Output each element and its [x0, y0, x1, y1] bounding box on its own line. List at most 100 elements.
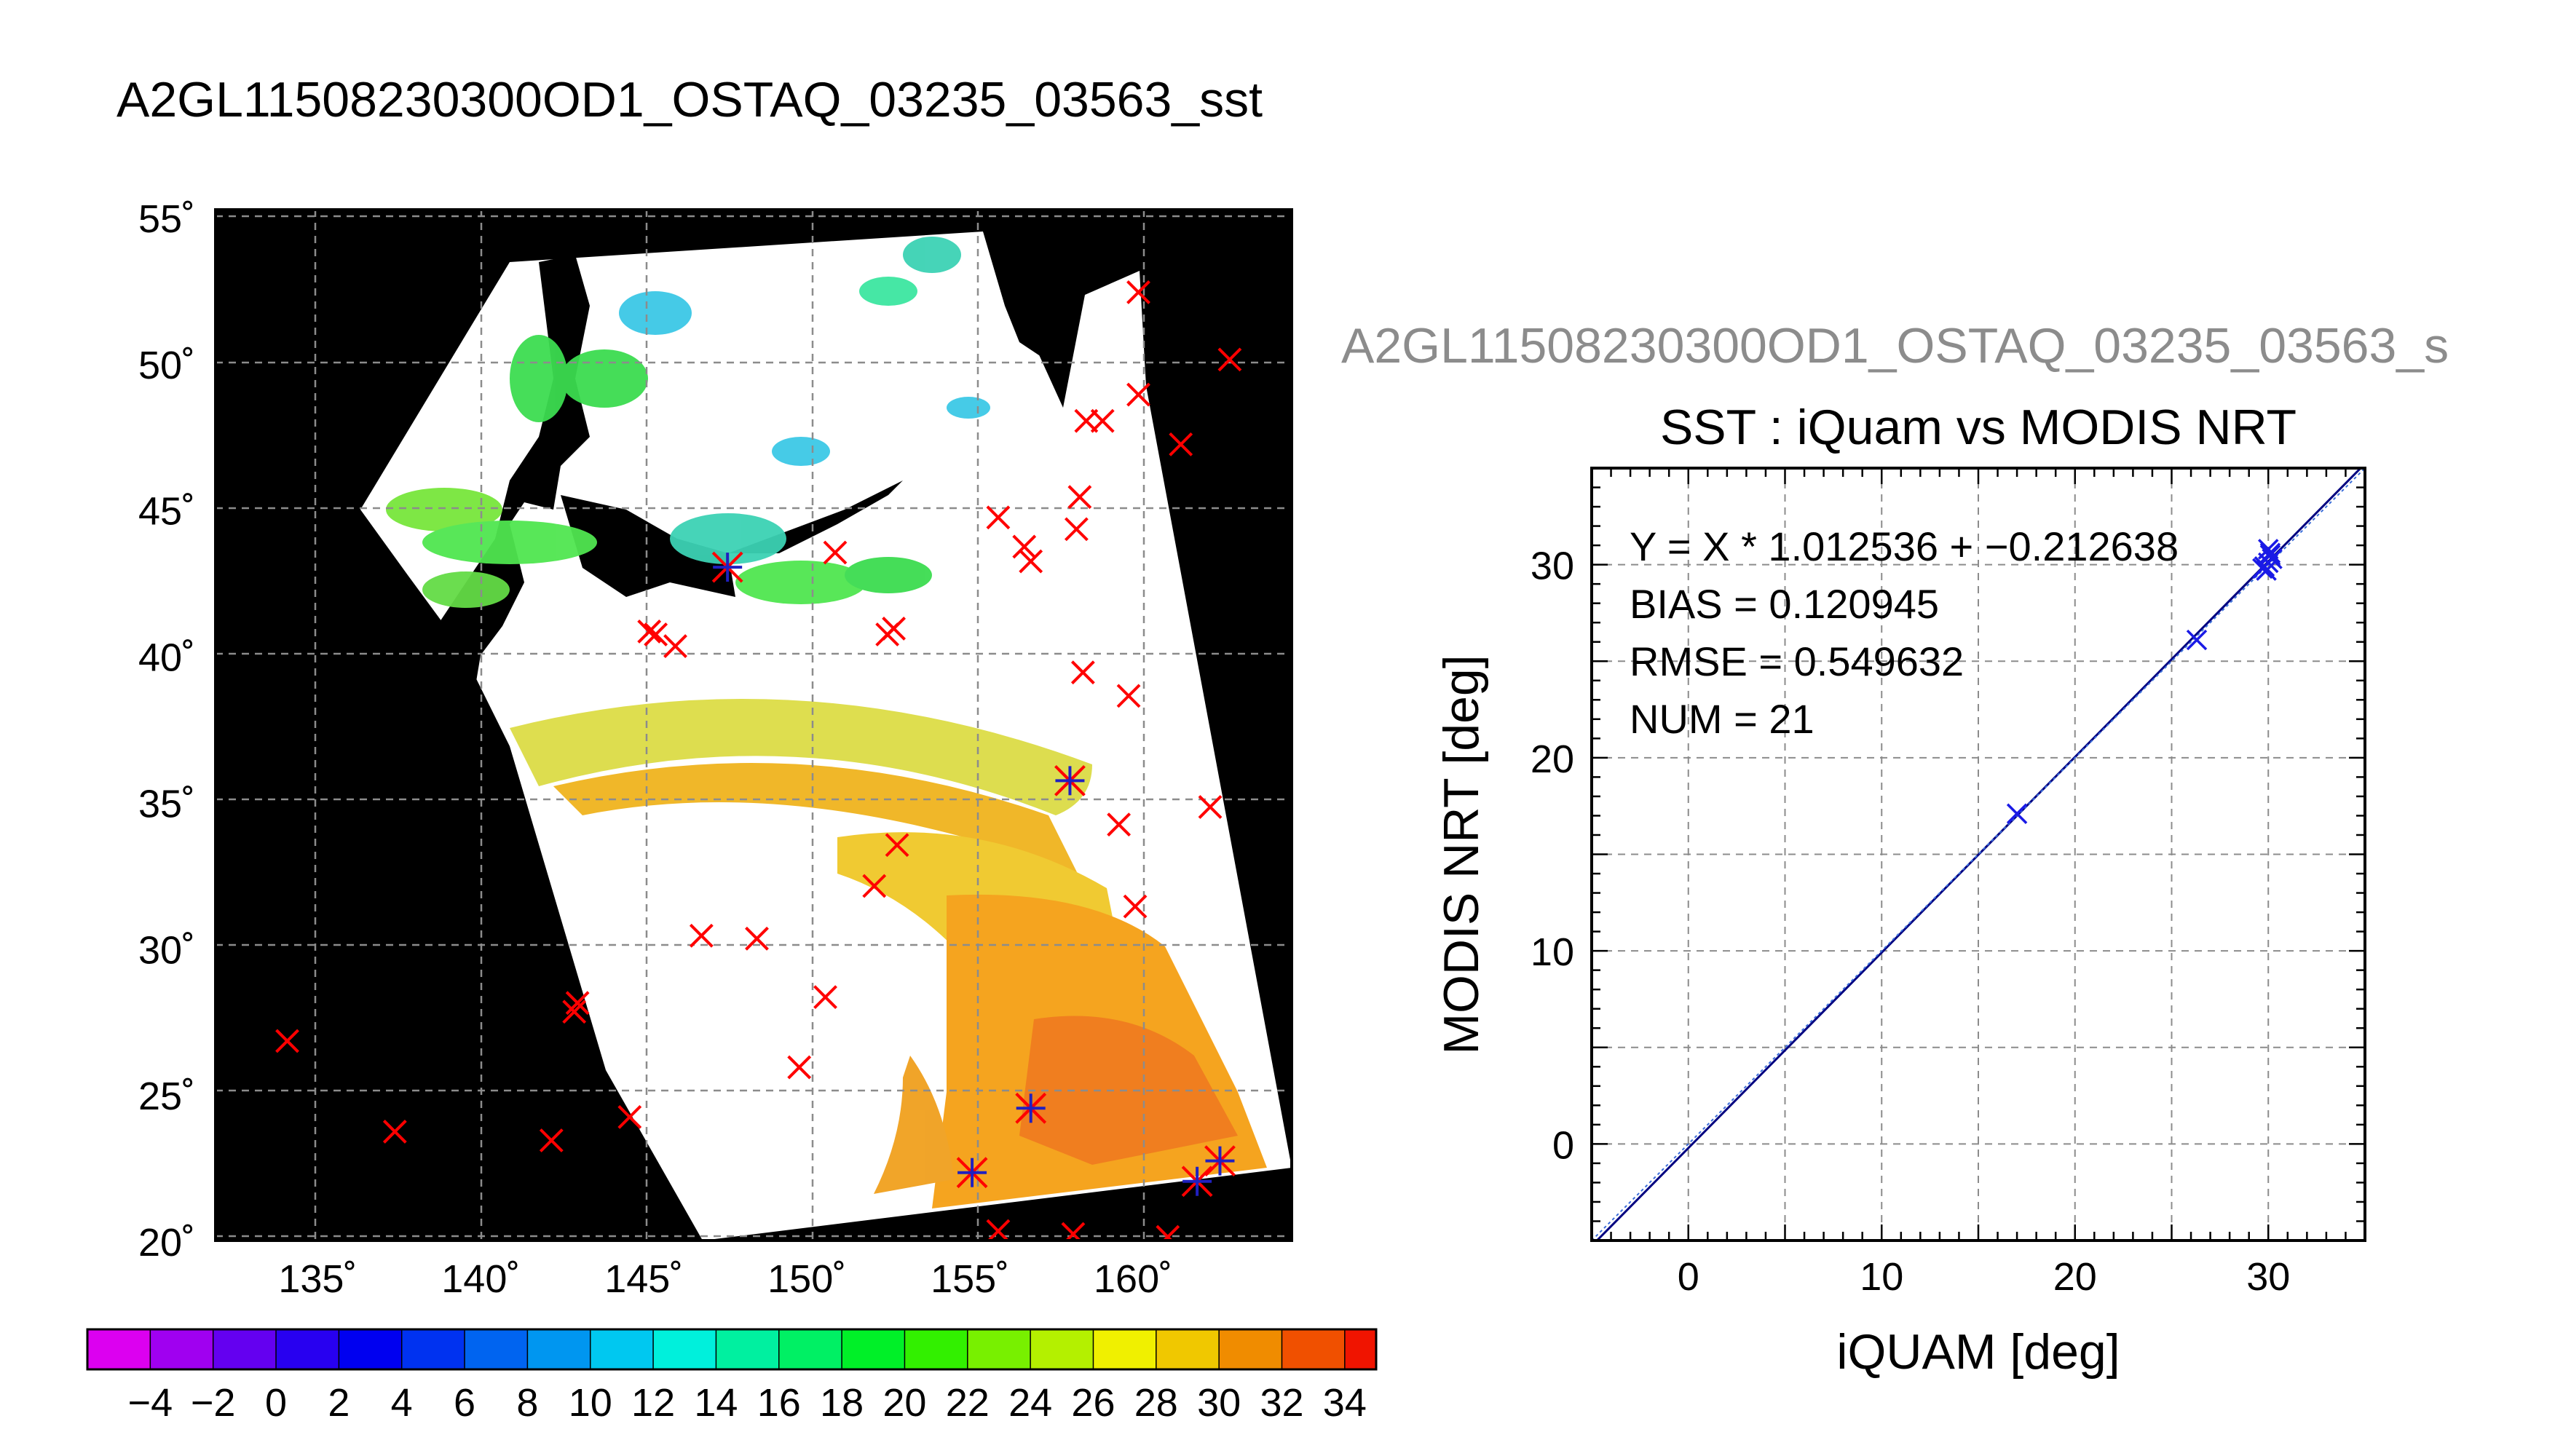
stat-line: NUM = 21 — [1630, 696, 1814, 742]
lon-tick-label: 145˚ — [604, 1257, 683, 1301]
latitude-labels: 55˚ 50˚ 45˚ 40˚ 35˚ 30˚ 25˚ 20˚ — [138, 197, 195, 1265]
scatter-point — [2259, 545, 2281, 566]
x-axis-label: iQUAM [deg] — [1836, 1324, 2120, 1380]
buoy-x-marker — [813, 985, 837, 1010]
colorbar-tick-label: 32 — [1260, 1381, 1303, 1425]
colorbar-cell — [400, 1329, 466, 1370]
regression-stats: Y = X * 1.012536 + −0.212638 BIAS = 0.120… — [1630, 523, 2179, 742]
buoy-x-marker — [1126, 280, 1150, 304]
map-frame — [214, 208, 1293, 1242]
buoy-x-marker — [1116, 684, 1141, 708]
buoy-x-marker — [787, 1055, 812, 1080]
buoy-x-marker — [637, 620, 662, 644]
matchup-asterisk-marker — [1015, 1092, 1047, 1124]
colorbar-cell — [1092, 1329, 1158, 1370]
colorbar-tick-label: 28 — [1134, 1381, 1178, 1425]
colorbar-cell — [904, 1329, 969, 1370]
matchup-asterisk-marker — [956, 1157, 988, 1189]
buoy-x-marker — [382, 1120, 407, 1144]
buoy-x-marker — [862, 874, 887, 898]
colorbar-frame — [86, 1328, 1378, 1371]
lat-tick-label: 40˚ — [138, 636, 195, 680]
lat-tick-label: 55˚ — [138, 197, 195, 241]
colorbar-cell — [841, 1329, 906, 1370]
x-tick-label: 0 — [1678, 1255, 1699, 1299]
regression-line — [1595, 468, 2363, 1241]
colorbar-tick-label: 6 — [454, 1381, 475, 1425]
buoy-x-marker — [562, 1000, 587, 1024]
colorbar-cell — [589, 1329, 655, 1370]
colorbar-cell — [212, 1329, 277, 1370]
x-tick-label: 30 — [2246, 1255, 2290, 1299]
y-tick-label: 0 — [1552, 1123, 1574, 1167]
colorbar-tick-label: 0 — [265, 1381, 287, 1425]
buoy-x-marker — [275, 1029, 299, 1053]
scatter-title: SST : iQuam vs MODIS NRT — [1660, 400, 2297, 455]
lat-tick-label: 30˚ — [138, 928, 195, 972]
colorbar-tick-label: 12 — [631, 1381, 675, 1425]
land-kamchatka — [983, 232, 1078, 357]
matchup-asterisk-marker — [1204, 1145, 1236, 1177]
y-tick-label: 10 — [1531, 930, 1574, 974]
sst-patches — [386, 237, 1267, 1208]
scatter-point — [2006, 803, 2028, 825]
buoy-x-marker — [1169, 432, 1193, 456]
identity-line — [1592, 468, 2365, 1241]
buoy-x-marker — [1061, 1222, 1086, 1241]
buoy-x-marker — [885, 833, 909, 858]
buoy-x-marker — [1156, 1224, 1180, 1241]
y-tick-label: 20 — [1531, 737, 1574, 781]
colorbar-cell — [967, 1329, 1032, 1370]
buoy-x-marker — [875, 622, 900, 646]
buoy-x-marker — [617, 1104, 642, 1129]
colorbar-cell — [338, 1329, 403, 1370]
buoy-x-marker — [986, 1219, 1011, 1241]
buoy-x-marker — [745, 926, 769, 951]
y-axis-label: MODIS NRT [deg] — [1434, 654, 1489, 1054]
lon-tick-label: 140˚ — [441, 1257, 520, 1301]
buoy-x-marker — [823, 540, 848, 565]
colorbar-tick-label: 8 — [516, 1381, 538, 1425]
stat-line: Y = X * 1.012536 + −0.212638 — [1630, 523, 2179, 569]
colorbar-cell — [87, 1329, 151, 1370]
colorbar-tick-label: 22 — [946, 1381, 990, 1425]
colorbar-tick-label: −4 — [128, 1381, 173, 1425]
lon-tick-label: 150˚ — [767, 1257, 846, 1301]
buoy-x-marker — [1019, 549, 1043, 574]
stat-line: BIAS = 0.120945 — [1630, 581, 1939, 627]
matchup-markers — [711, 551, 1236, 1198]
sst-map: 55˚ 50˚ 45˚ 40˚ 35˚ 30˚ 25˚ 20˚ 135˚ 140˚ 145˚ 150… — [138, 197, 1293, 1301]
colorbar-tick-label: 30 — [1197, 1381, 1241, 1425]
colorbar-labels: −4 −2 0 2 4 6 8 10 12 14 16 18 20 22 24 26 28 30 32 34 — [128, 1381, 1367, 1425]
scatter-ticks — [1590, 467, 2366, 1242]
colorbar-cell — [1281, 1329, 1346, 1370]
buoy-x-marker — [1123, 894, 1148, 919]
scatter-point — [2256, 560, 2277, 581]
colorbar-tick-label: 34 — [1323, 1381, 1367, 1425]
colorbar-tick-label: 20 — [882, 1381, 926, 1425]
colorbar-cell — [1156, 1329, 1220, 1370]
colorbar-cell — [652, 1329, 717, 1370]
buoy-x-marker — [1126, 382, 1150, 407]
buoy-x-marker — [986, 505, 1011, 530]
buoy-x-marker — [644, 622, 668, 646]
colorbar-cell — [778, 1329, 843, 1370]
buoy-x-marker — [1064, 517, 1089, 542]
colorbar-tick-label: −2 — [191, 1381, 236, 1425]
map-title: A2GL11508230300OD1_OSTAQ_03235_03563_sst — [117, 72, 1263, 127]
scatter-point — [2258, 552, 2279, 574]
colorbar-cell — [464, 1329, 529, 1370]
matchup-asterisk-marker — [1054, 764, 1086, 796]
lat-tick-label: 45˚ — [138, 490, 195, 534]
lat-tick-label: 25˚ — [138, 1075, 195, 1118]
colorbar-tick-label: 14 — [694, 1381, 738, 1425]
map-grid — [216, 210, 1292, 1241]
lon-tick-label: 135˚ — [278, 1257, 357, 1301]
buoy-x-marker — [663, 634, 687, 658]
scatter-points — [2006, 539, 2283, 825]
lat-tick-label: 35˚ — [138, 782, 195, 826]
colorbar-cell — [1218, 1329, 1283, 1370]
colorbar-cell — [275, 1329, 340, 1370]
buoy-x-marker — [1107, 812, 1132, 837]
